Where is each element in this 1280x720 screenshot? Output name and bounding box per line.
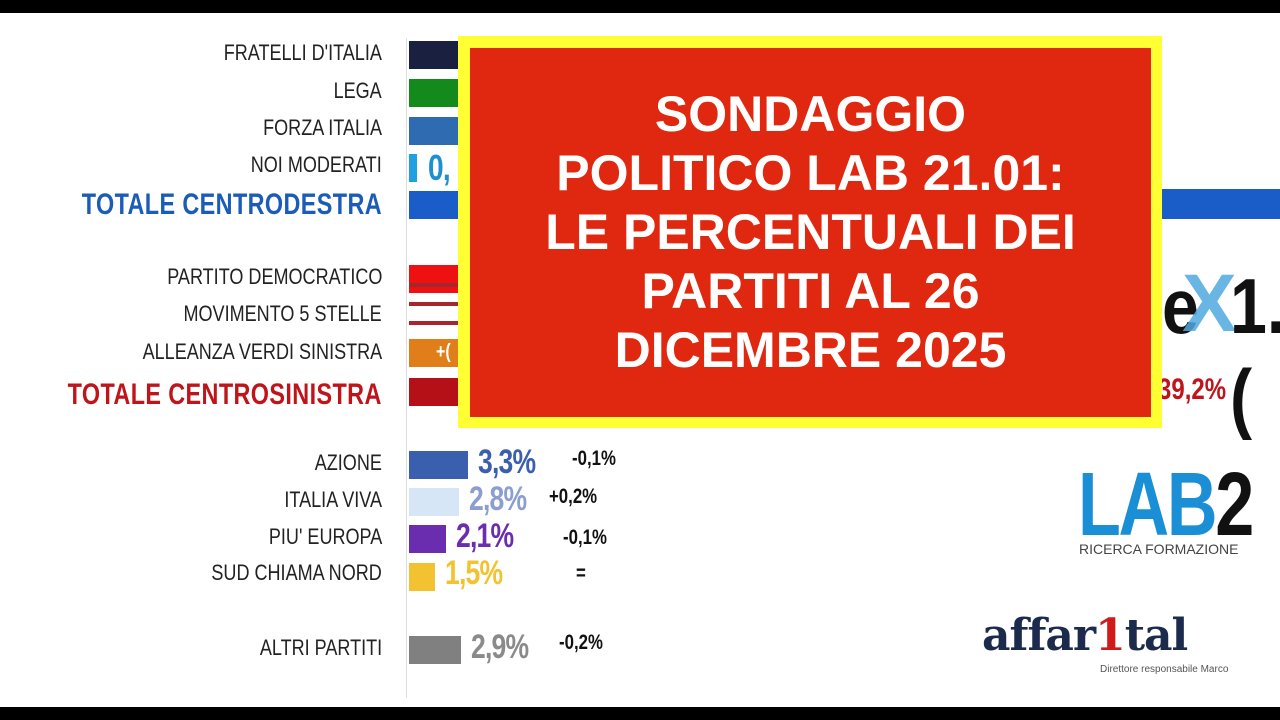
value-pe: 2,1% — [456, 517, 514, 555]
value-azione: 3,3% — [478, 443, 536, 481]
label-fi: FORZA ITALIA — [263, 115, 382, 140]
lab2-logo-lab: LAB — [1078, 455, 1218, 555]
bar-iv — [409, 488, 459, 516]
affaritaliani-logo-subtitle: Direttore responsabile Marco — [1100, 664, 1229, 675]
delta-altri: -0,2% — [559, 631, 603, 654]
delta-avs: +( — [436, 341, 451, 363]
bar-pe — [409, 525, 446, 553]
lab2-logo-subtitle: RICERCA FORMAZIONE — [1079, 541, 1239, 557]
bar-altri — [409, 636, 461, 664]
value-total-centrosinistra: 39,2% — [1158, 373, 1227, 406]
banner-line-4: PARTITI AL 26 — [641, 263, 980, 319]
letterbox-bottom — [0, 707, 1280, 720]
value-scn: 1,5% — [445, 554, 503, 592]
bar-azione — [409, 451, 468, 479]
poll-chart: FRATELLI D'ITALIA LEGA FORZA ITALIA NOI … — [0, 13, 1280, 707]
bar-scn — [409, 563, 435, 591]
stripe-m5s-bottom — [409, 321, 469, 325]
label-m5s: MOVIMENTO 5 STELLE — [183, 301, 382, 326]
label-nm: NOI MODERATI — [251, 152, 382, 177]
letterbox-top — [0, 0, 1280, 13]
value-altri: 2,9% — [471, 628, 529, 666]
label-pd: PARTITO DEMOCRATICO — [166, 264, 382, 289]
ex-logo: e X 1.( — [1160, 258, 1280, 441]
delta-scn: = — [576, 562, 586, 585]
axis-line — [406, 38, 407, 698]
delta-azione: -0,1% — [572, 447, 616, 470]
affari-post: tal — [1124, 610, 1189, 661]
stripe-pd — [409, 283, 469, 287]
affaritaliani-logo-main: affar1tal — [982, 610, 1189, 661]
label-pe: PIU' EUROPA — [268, 524, 382, 549]
label-total-centrodestra: TOTALE CENTRODESTRA — [81, 188, 382, 221]
affari-pre: affar — [982, 610, 1096, 661]
title-banner-inner: SONDAGGIO POLITICO LAB 21.01: LE PERCENT… — [470, 48, 1151, 417]
delta-iv: +0,2% — [549, 485, 598, 508]
label-lega: LEGA — [333, 78, 382, 103]
bar-nm — [409, 154, 417, 182]
ex-logo-x-icon: X — [1182, 258, 1237, 349]
banner-line-5: DICEMBRE 2025 — [614, 322, 1007, 378]
label-altri: ALTRI PARTITI — [259, 635, 382, 660]
bar-total-centrodestra-right — [1162, 189, 1280, 219]
stripe-m5s-top — [409, 302, 469, 306]
banner-line-2: POLITICO LAB 21.01: — [556, 145, 1065, 201]
value-iv: 2,8% — [469, 480, 527, 518]
label-total-centrosinistra: TOTALE CENTROSINISTRA — [67, 378, 382, 411]
lab2-logo: LAB2 RICERCA FORMAZIONE — [1078, 455, 1280, 570]
title-banner: SONDAGGIO POLITICO LAB 21.01: LE PERCENT… — [458, 36, 1162, 428]
lab2-logo-two: 2 — [1215, 455, 1254, 555]
banner-line-1: SONDAGGIO — [654, 86, 967, 142]
label-fdi: FRATELLI D'ITALIA — [223, 40, 382, 65]
affari-one: 1 — [1095, 610, 1126, 661]
label-scn: SUD CHIAMA NORD — [211, 560, 382, 585]
label-iv: ITALIA VIVA — [284, 487, 382, 512]
label-avs: ALLEANZA VERDI SINISTRA — [142, 339, 382, 364]
title-banner-text: SONDAGGIO POLITICO LAB 21.01: LE PERCENT… — [545, 85, 1076, 380]
ex-logo-e: e — [1162, 262, 1199, 350]
banner-line-3: LE PERCENTUALI DEI — [545, 204, 1076, 260]
lab2-logo-main: LAB2 — [1078, 454, 1254, 557]
affaritaliani-logo: affar1tal Direttore responsabile Marco — [982, 610, 1280, 690]
ex-logo-one: 1.( — [1230, 262, 1280, 441]
delta-pe: -0,1% — [563, 526, 607, 549]
label-azione: AZIONE — [314, 450, 382, 475]
value-nm: 0, — [428, 147, 451, 188]
